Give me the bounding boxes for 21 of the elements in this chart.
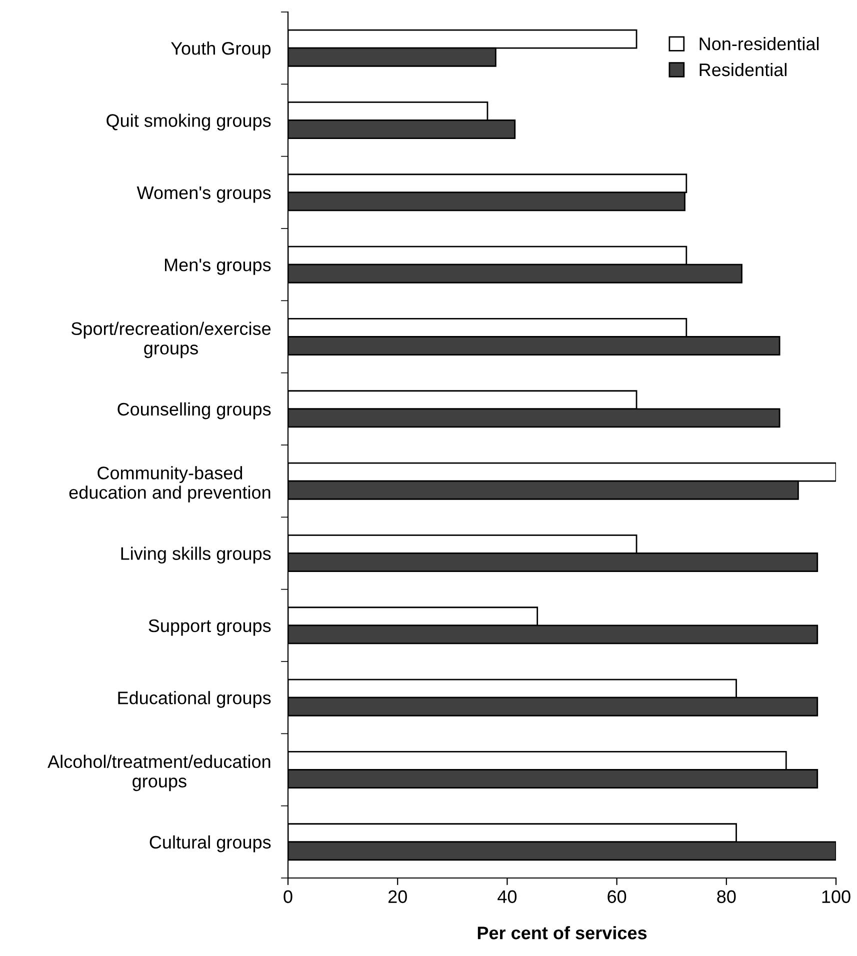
y-tick-label: Educational groups <box>118 691 271 708</box>
x-tick-label: 20 <box>388 890 407 904</box>
legend-label: Non-residential <box>700 37 819 50</box>
legend-label: Residential <box>700 62 786 76</box>
y-tick-label: Women's groups <box>136 186 271 203</box>
x-tick-label: 40 <box>498 890 517 904</box>
x-axis-title: Per cent of services <box>478 926 647 940</box>
y-tick-label: Community-based education and prevention <box>69 466 270 502</box>
y-tick-label: Quit smoking groups <box>106 114 271 131</box>
y-tick-label: Men's groups <box>165 258 271 275</box>
y-tick-label: Living skills groups <box>121 546 271 564</box>
x-tick-label: 80 <box>717 890 736 904</box>
y-tick-label: Sport/recreation/exercise groups <box>71 322 271 358</box>
y-tick-label: Counselling groups <box>118 402 271 420</box>
x-tick-label: 0 <box>284 890 292 904</box>
y-tick-label: Cultural groups <box>150 835 271 852</box>
y-tick-label: Support groups <box>148 619 271 636</box>
y-tick-label: Alcohol/treatment/education groups <box>48 754 270 792</box>
x-tick-label: 100 <box>822 890 850 904</box>
x-tick-label: 60 <box>608 890 626 904</box>
y-tick-label: Youth Group <box>171 42 271 58</box>
